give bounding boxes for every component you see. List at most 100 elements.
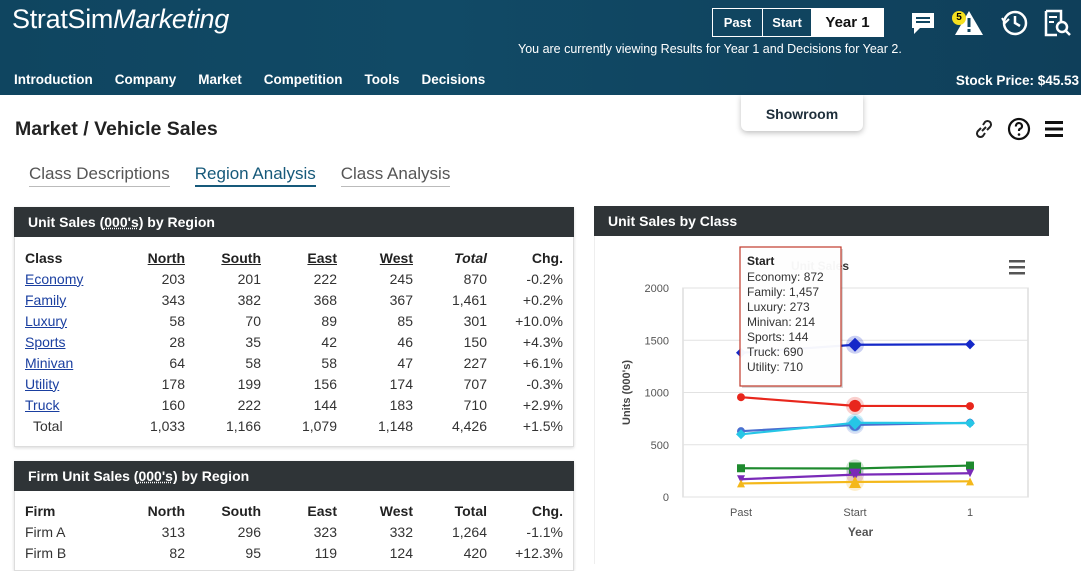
col-south[interactable]: South	[185, 247, 261, 268]
table-header-row: Class North South East West Total Chg.	[25, 247, 563, 268]
class-link-luxury[interactable]: Luxury	[25, 313, 67, 329]
history-icon[interactable]	[1000, 8, 1030, 38]
class-link-truck[interactable]: Truck	[25, 397, 59, 413]
table-cell: 707	[413, 373, 487, 394]
viewing-status-text: You are currently viewing Results for Ye…	[518, 42, 902, 56]
table-cell: 119	[261, 542, 337, 563]
table-cell: 368	[261, 289, 337, 310]
col-west: West	[337, 500, 413, 521]
table-cell: -1.1%	[487, 521, 563, 542]
app-logo[interactable]: StratSimMarketing	[12, 4, 229, 35]
col-firm: Firm	[25, 500, 125, 521]
firm-title-a: Firm Unit Sales (	[28, 468, 138, 484]
table-cell: 296	[185, 521, 261, 542]
table-cell: 382	[185, 289, 261, 310]
table-cell: 227	[413, 352, 487, 373]
col-north[interactable]: North	[125, 247, 185, 268]
table-cell: 58	[185, 352, 261, 373]
region-table: Class North South East West Total Chg. E…	[25, 247, 563, 436]
table-cell: 178	[125, 373, 185, 394]
table-cell: 28	[125, 331, 185, 352]
table-cell: 1,264	[413, 521, 487, 542]
y-axis-label: Units (000's)	[621, 360, 633, 425]
table-cell: Family	[25, 289, 125, 310]
table-cell: +6.1%	[487, 352, 563, 373]
chart-menu-icon-bar	[1009, 260, 1025, 263]
total-south: 1,166	[185, 415, 261, 436]
col-west[interactable]: West	[337, 247, 413, 268]
region-title-b: ) by Region	[139, 214, 215, 230]
table-cell: +2.9%	[487, 394, 563, 415]
table-cell: 332	[337, 521, 413, 542]
table-row: Luxury 58 70 89 85 301 +10.0%	[25, 310, 563, 331]
table-cell: Luxury	[25, 310, 125, 331]
table-cell: Firm B	[25, 542, 125, 563]
tooltip-line: Truck: 690	[747, 345, 804, 359]
report-search-icon[interactable]	[1043, 8, 1073, 38]
class-link-family[interactable]: Family	[25, 292, 66, 308]
stock-price: Stock Price: $45.53	[956, 73, 1079, 88]
nav-introduction[interactable]: Introduction	[14, 72, 93, 87]
table-cell: 222	[261, 268, 337, 289]
table-cell: 183	[337, 394, 413, 415]
data-point	[737, 393, 745, 401]
table-cell: Sports	[25, 331, 125, 352]
table-cell: 343	[125, 289, 185, 310]
tooltip-line: Minivan: 214	[747, 315, 815, 329]
total-label: Total	[25, 415, 125, 436]
period-year1-button[interactable]: Year 1	[812, 9, 883, 36]
table-cell: 124	[337, 542, 413, 563]
table-cell: 222	[185, 394, 261, 415]
table-cell: 95	[185, 542, 261, 563]
table-cell: 89	[261, 310, 337, 331]
table-cell: -0.3%	[487, 373, 563, 394]
total-total: 4,426	[413, 415, 487, 436]
y-tick-label: 1500	[645, 335, 669, 347]
units-abbr: 000's	[138, 468, 172, 484]
data-point	[965, 339, 975, 349]
col-chg: Chg.	[487, 500, 563, 521]
page-title: Market / Vehicle Sales	[15, 118, 218, 141]
table-cell: 58	[261, 352, 337, 373]
period-past-button[interactable]: Past	[713, 9, 763, 36]
col-east[interactable]: East	[261, 247, 337, 268]
class-link-economy[interactable]: Economy	[25, 271, 83, 287]
chat-icon[interactable]	[908, 8, 938, 38]
tooltip-line: Utility: 710	[747, 360, 803, 374]
class-link-minivan[interactable]: Minivan	[25, 355, 73, 371]
class-link-sports[interactable]: Sports	[25, 334, 65, 350]
link-icon[interactable]	[972, 117, 996, 141]
nav-company[interactable]: Company	[115, 72, 177, 87]
tab-region-analysis[interactable]: Region Analysis	[195, 164, 316, 187]
nav-decisions[interactable]: Decisions	[422, 72, 486, 87]
table-cell: 174	[337, 373, 413, 394]
table-cell: 42	[261, 331, 337, 352]
region-panel-title: Unit Sales (000's) by Region	[14, 207, 574, 237]
table-cell: Economy	[25, 268, 125, 289]
table-cell: Utility	[25, 373, 125, 394]
firm-table: Firm North South East West Total Chg. Fi…	[25, 500, 563, 563]
table-cell: 64	[125, 352, 185, 373]
showroom-button[interactable]: Showroom	[741, 95, 863, 131]
table-cell: 46	[337, 331, 413, 352]
table-cell: +0.2%	[487, 289, 563, 310]
table-cell: 367	[337, 289, 413, 310]
tab-class-descriptions[interactable]: Class Descriptions	[29, 164, 170, 187]
nav-competition[interactable]: Competition	[264, 72, 343, 87]
total-east: 1,079	[261, 415, 337, 436]
nav-tools[interactable]: Tools	[365, 72, 400, 87]
table-cell: +12.3%	[487, 542, 563, 563]
menu-icon[interactable]	[1043, 117, 1067, 141]
nav-market[interactable]: Market	[198, 72, 242, 87]
table-cell: 58	[125, 310, 185, 331]
table-cell: 47	[337, 352, 413, 373]
tab-class-analysis[interactable]: Class Analysis	[341, 164, 451, 187]
data-point	[737, 464, 745, 472]
col-class: Class	[25, 247, 125, 268]
table-cell: 150	[413, 331, 487, 352]
x-tick-label: 1	[967, 507, 973, 519]
help-icon[interactable]	[1007, 117, 1031, 141]
period-start-button[interactable]: Start	[763, 9, 812, 36]
table-header-row: Firm North South East West Total Chg.	[25, 500, 563, 521]
class-link-utility[interactable]: Utility	[25, 376, 59, 392]
